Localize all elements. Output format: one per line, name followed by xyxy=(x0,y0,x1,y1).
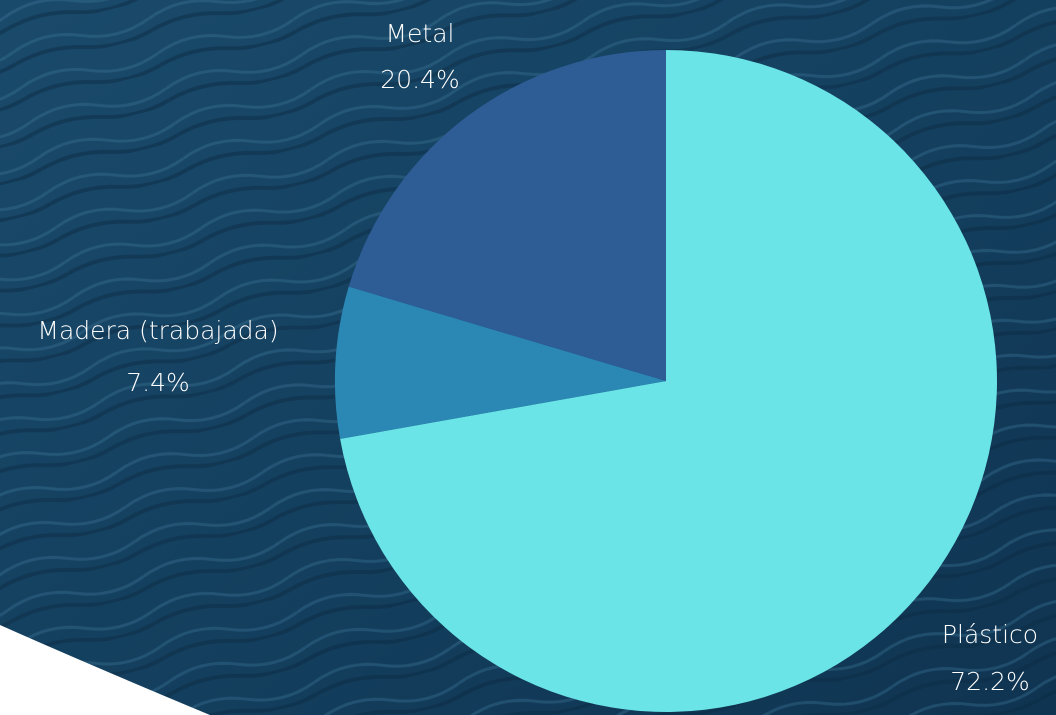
slice-label-name: Plástico xyxy=(942,620,1038,649)
slice-label-value: 7.4% xyxy=(126,368,190,397)
pie-slice-metal xyxy=(348,50,666,381)
pie-labels: Plástico 72.2% Madera (trabajada) 7.4% Metal… xyxy=(37,19,1038,696)
slice-label-name: Madera (trabajada) xyxy=(37,316,278,345)
slice-label-value: 72.2% xyxy=(950,667,1029,696)
slice-label-name: Metal xyxy=(385,19,454,48)
slice-label-value: 20.4% xyxy=(380,65,459,94)
pie-slice-madera-trabajada xyxy=(334,286,666,439)
pie-chart xyxy=(334,50,997,712)
pie-slice-pl-stico xyxy=(340,50,997,712)
white-curve-corner xyxy=(0,625,210,715)
